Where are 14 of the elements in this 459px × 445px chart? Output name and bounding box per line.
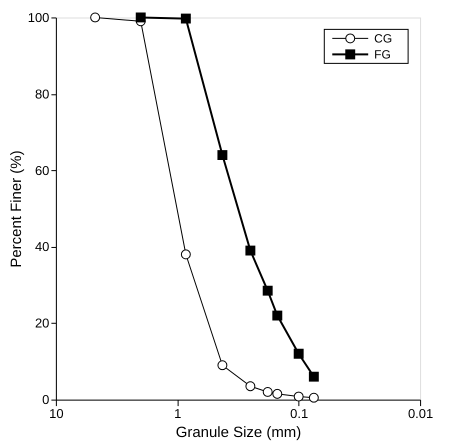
x-tick-label: 1 [174,406,182,422]
x-tick-label: 0.1 [290,406,308,422]
y-tick-label: 40 [34,239,50,254]
legend-label: CG [374,31,392,46]
y-tick-label: 60 [34,162,50,178]
y-tick-label: 80 [34,86,50,102]
x-tick-label: 0.01 [408,406,434,422]
y-tick-label: 0 [42,392,50,408]
x-tick-label: 10 [49,406,64,422]
x-axis-title: Granule Size (mm) [176,424,302,442]
y-tick-label: 20 [34,316,50,331]
legend-label: FG [374,47,391,62]
y-tick-label: 100 [28,10,50,25]
y-axis-title: Percent Finer (%) [8,150,25,268]
